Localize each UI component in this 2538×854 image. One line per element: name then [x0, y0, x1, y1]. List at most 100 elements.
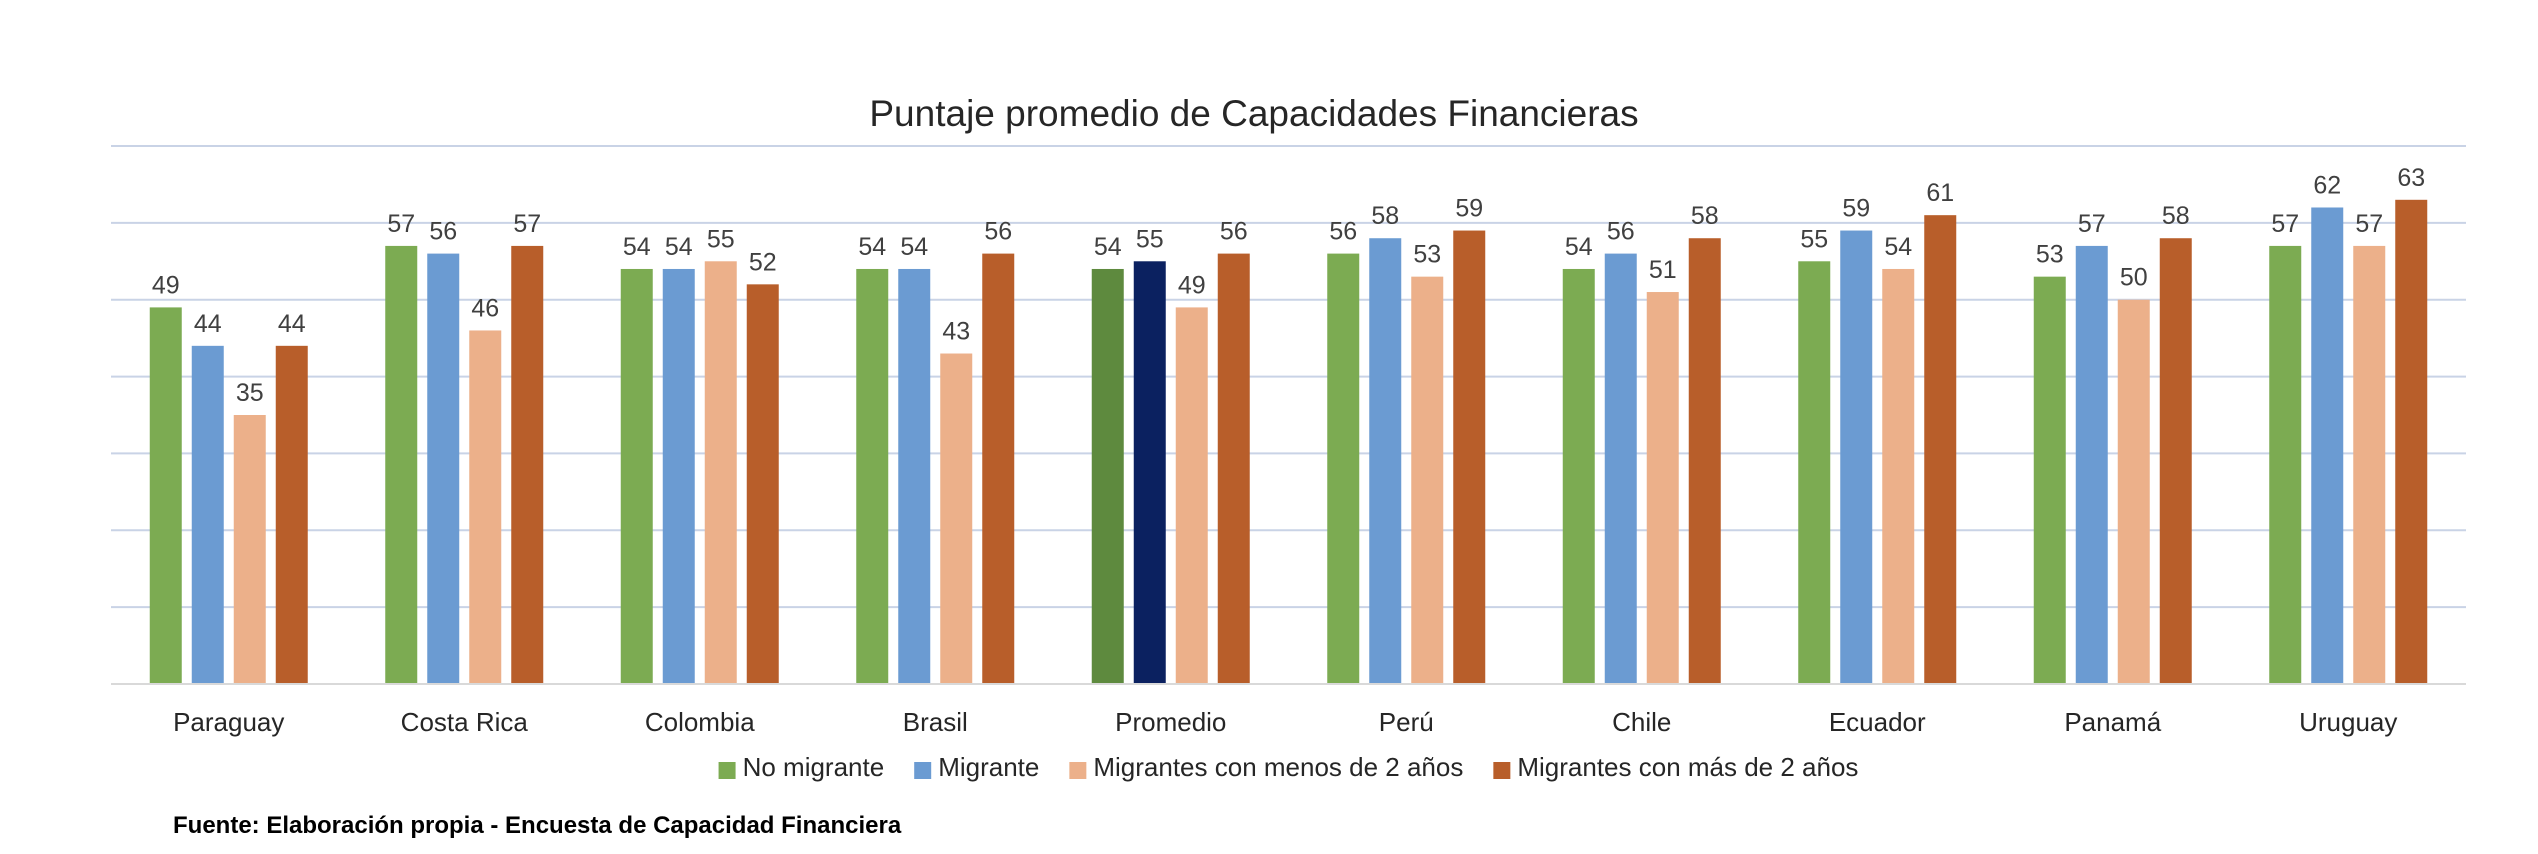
- bar: [1327, 253, 1360, 684]
- bar: [233, 415, 266, 684]
- legend-swatch: [914, 762, 932, 779]
- legend-label: Migrantes con más de 2 años: [1517, 752, 1858, 782]
- data-label: 58: [1371, 202, 1399, 230]
- data-label: 51: [1649, 256, 1677, 284]
- legend-item: Migrantes con más de 2 años: [1493, 752, 1858, 782]
- data-label: 56: [429, 218, 457, 246]
- bar: [2117, 299, 2150, 684]
- bar: [2311, 207, 2344, 684]
- legend-label: Migrantes con menos de 2 años: [1093, 752, 1463, 782]
- legend-item: Migrantes con menos de 2 años: [1069, 752, 1463, 782]
- bar: [2075, 245, 2108, 684]
- data-label: 49: [152, 271, 180, 299]
- data-label: 52: [749, 248, 777, 276]
- bar: [1604, 253, 1637, 684]
- data-label: 59: [1842, 195, 1870, 223]
- category-label: Perú: [1379, 707, 1434, 737]
- data-label: 54: [665, 233, 693, 261]
- category-label: Costa Rica: [401, 707, 529, 737]
- legend-item: Migrante: [914, 752, 1039, 782]
- bar: [511, 245, 544, 684]
- category-label: Ecuador: [1829, 707, 1926, 737]
- bar: [2269, 245, 2302, 684]
- data-label: 53: [2036, 241, 2064, 269]
- legend-label: Migrante: [938, 752, 1039, 782]
- data-labels: 49 44 35 44 57 56 46 57 54 54 55 52 54 54 43 56 54 55 49 56…: [152, 164, 2425, 407]
- bar: [1453, 230, 1486, 685]
- data-label: 56: [1329, 218, 1357, 246]
- data-label: 54: [1094, 233, 1122, 261]
- bar-series: [149, 199, 2428, 685]
- data-label: 56: [1607, 218, 1635, 246]
- category-label: Paraguay: [173, 707, 284, 737]
- data-label: 61: [1926, 179, 1954, 207]
- category-label: Panamá: [2064, 707, 2161, 737]
- bar: [898, 268, 931, 684]
- data-label: 43: [942, 318, 970, 346]
- bar: [704, 261, 737, 684]
- data-label: 57: [387, 210, 415, 238]
- bar: [149, 307, 182, 684]
- bar: [856, 268, 889, 684]
- bar: [385, 245, 418, 684]
- legend-label: No migrante: [743, 752, 885, 782]
- category-label: Uruguay: [2299, 707, 2397, 737]
- bar: [2159, 238, 2192, 684]
- data-label: 55: [1800, 225, 1828, 253]
- chart-title: Puntaje promedio de Capacidades Financie…: [869, 93, 1638, 134]
- data-label: 57: [513, 210, 541, 238]
- bar: [1369, 238, 1402, 684]
- category-label: Brasil: [903, 707, 968, 737]
- bar: [1646, 292, 1679, 684]
- bar: [940, 353, 973, 684]
- data-label: 50: [2120, 264, 2148, 292]
- data-label: 46: [471, 294, 499, 322]
- bar: [662, 268, 695, 684]
- data-label: 55: [1136, 225, 1164, 253]
- legend-swatch: [718, 762, 736, 779]
- bar: [1924, 215, 1957, 684]
- data-label: 58: [1691, 202, 1719, 230]
- data-label: 54: [623, 233, 651, 261]
- data-label: 63: [2397, 164, 2425, 192]
- data-label: 62: [2313, 171, 2341, 199]
- data-label: 44: [194, 310, 222, 338]
- bar: [1175, 307, 1208, 684]
- bar: [2395, 199, 2428, 685]
- data-label: 49: [1178, 271, 1206, 299]
- bar: [1798, 261, 1831, 684]
- data-label: 57: [2078, 210, 2106, 238]
- bar: [1091, 268, 1124, 684]
- data-label: 55: [707, 225, 735, 253]
- bar: [1840, 230, 1873, 685]
- category-labels: Paraguay Costa Rica Colombia Brasil Promedio…: [173, 707, 2397, 737]
- bar: [982, 253, 1015, 684]
- category-label: Promedio: [1115, 707, 1226, 737]
- bar: [1882, 268, 1915, 684]
- bar: [1688, 238, 1721, 684]
- data-label: 54: [1565, 233, 1593, 261]
- bar: [469, 330, 502, 684]
- data-label: 44: [278, 310, 306, 338]
- bar: [2353, 245, 2386, 684]
- data-label: 57: [2355, 210, 2383, 238]
- gridlines: [111, 145, 2466, 609]
- legend-item: No migrante: [718, 752, 885, 782]
- data-label: 56: [984, 218, 1012, 246]
- bar: [620, 268, 653, 684]
- source-note: Fuente: Elaboración propia - Encuesta de…: [173, 812, 902, 839]
- data-label: 35: [236, 379, 264, 407]
- bar: [275, 345, 308, 684]
- bar: [746, 284, 779, 684]
- legend-swatch: [1069, 762, 1087, 779]
- data-label: 54: [1884, 233, 1912, 261]
- data-label: 59: [1455, 195, 1483, 223]
- legend: No migrante Migrante Migrantes con menos d…: [718, 752, 1858, 782]
- bar: [1411, 276, 1444, 684]
- bar: [1562, 268, 1595, 684]
- bar: [2033, 276, 2066, 684]
- data-label: 56: [1220, 218, 1248, 246]
- category-label: Colombia: [645, 707, 755, 737]
- legend-swatch: [1493, 762, 1511, 779]
